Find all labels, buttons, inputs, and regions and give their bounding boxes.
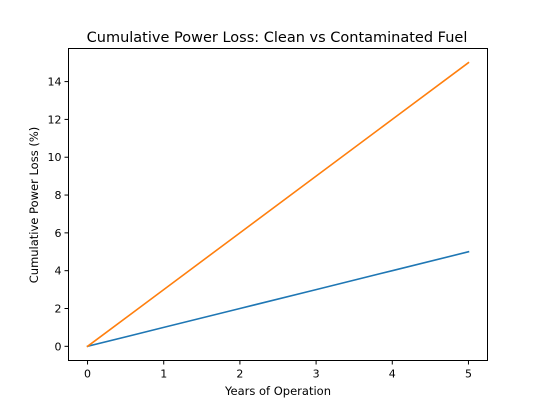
x-tick-label: 4 xyxy=(389,368,396,381)
chart-title: Cumulative Power Loss: Clean vs Contamin… xyxy=(87,30,468,46)
y-axis-label: Cumulative Power Loss (%) xyxy=(27,127,41,284)
y-axis-ticks: 0 2 4 6 8 10 12 14 xyxy=(48,76,69,353)
x-tick-label: 0 xyxy=(84,368,91,381)
x-tick-label: 3 xyxy=(313,368,320,381)
y-tick-label: 2 xyxy=(55,303,62,316)
series-line-1 xyxy=(86,250,470,348)
series-lines xyxy=(86,61,470,348)
y-tick-label: 10 xyxy=(48,151,62,164)
x-tick-label: 5 xyxy=(465,368,472,381)
x-axis-ticks: 0 1 2 3 4 5 xyxy=(84,360,472,381)
x-axis-label: Years of Operation xyxy=(224,384,331,398)
plot-frame xyxy=(68,48,488,361)
x-tick-label: 1 xyxy=(160,368,167,381)
y-tick-label: 8 xyxy=(55,189,62,202)
y-tick-label: 0 xyxy=(55,340,62,353)
y-tick-label: 6 xyxy=(55,227,62,240)
y-tick-label: 4 xyxy=(55,265,62,278)
series-line-2 xyxy=(86,61,470,348)
y-tick-label: 14 xyxy=(48,76,62,89)
x-tick-label: 2 xyxy=(236,368,243,381)
y-tick-label: 12 xyxy=(48,113,62,126)
